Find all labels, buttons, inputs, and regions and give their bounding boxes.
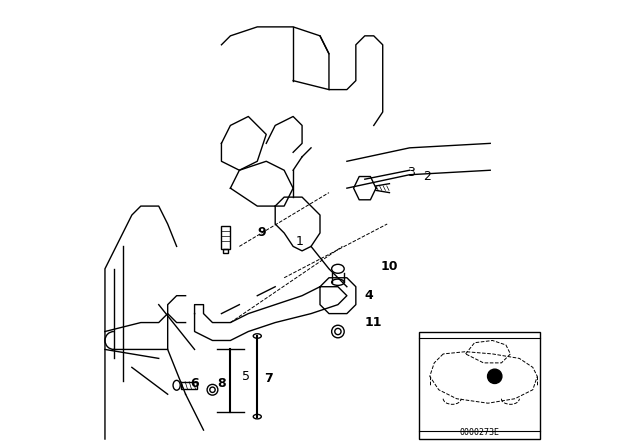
Text: 0000273E: 0000273E: [459, 428, 499, 437]
Bar: [223, 249, 228, 253]
Bar: [181, 382, 197, 389]
Text: 4: 4: [365, 289, 374, 302]
Text: 8: 8: [217, 376, 225, 390]
Text: 11: 11: [365, 316, 382, 329]
Bar: [419, 332, 540, 439]
Text: 10: 10: [380, 260, 398, 273]
Text: 6: 6: [190, 376, 198, 390]
Text: 1: 1: [296, 235, 303, 249]
Circle shape: [488, 369, 502, 383]
Bar: [221, 226, 230, 249]
Text: 9: 9: [257, 226, 266, 240]
Text: 5: 5: [242, 370, 250, 383]
Text: 3: 3: [407, 166, 415, 179]
Text: 7: 7: [264, 372, 273, 385]
Text: 2: 2: [423, 170, 431, 184]
